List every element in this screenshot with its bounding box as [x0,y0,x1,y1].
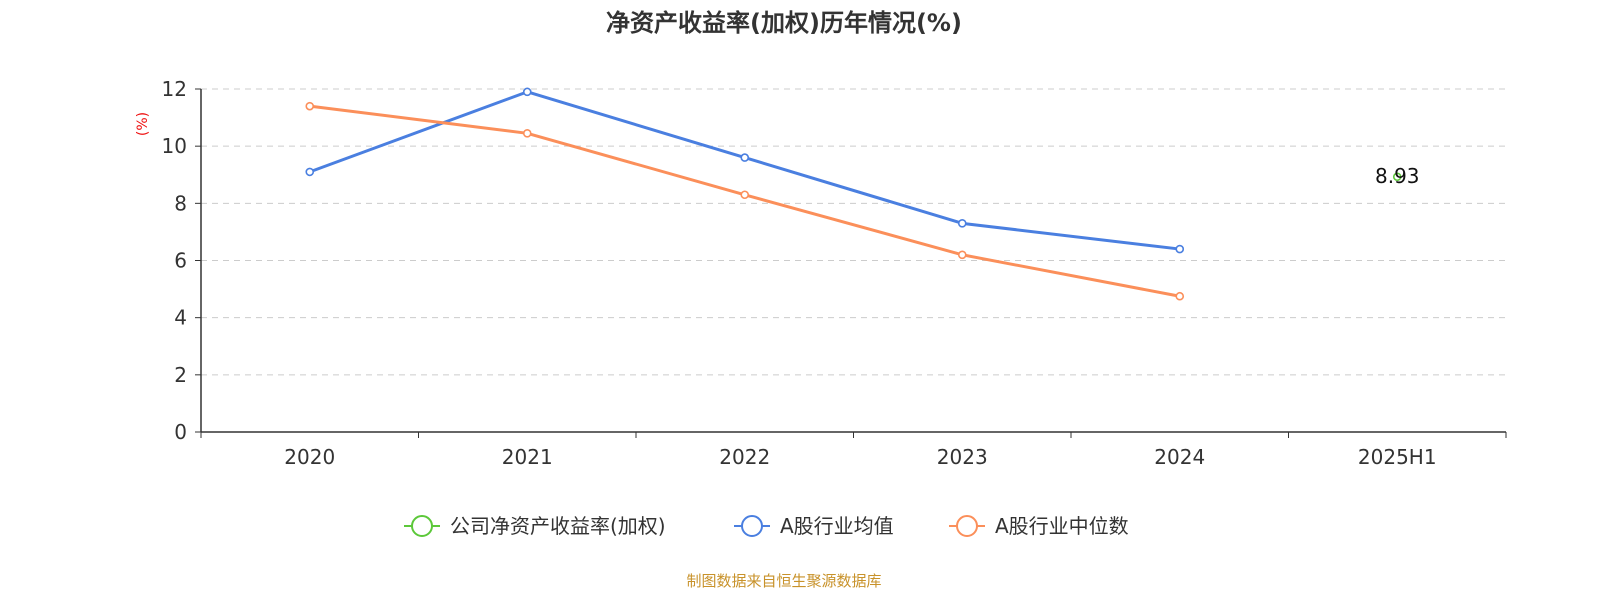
y-tick-label: 4 [174,306,187,330]
x-tick-label: 2023 [937,445,988,469]
data-point [305,167,315,177]
y-tick-label: 10 [162,134,187,158]
series-layer: 8.93 [305,87,1420,301]
x-tick-label: 2021 [502,445,553,469]
x-tick-label: 2024 [1154,445,1205,469]
data-point [1175,244,1185,254]
legend-label: A股行业均值 [780,514,894,538]
data-point [957,219,967,228]
x-tick-label: 2022 [719,445,770,469]
legend-marker [956,515,978,537]
series-0: 8.93 [1375,164,1420,188]
y-tick-label: 12 [162,77,187,101]
y-tick-label: 8 [174,191,187,215]
data-point [1392,172,1402,182]
legend-item[interactable]: A股行业中位数 [949,514,1129,538]
legend-label: A股行业中位数 [995,514,1129,538]
x-tick-label: 2025H1 [1358,445,1437,469]
data-point [522,87,532,97]
data-point [522,129,532,138]
y-tick-label: 2 [174,363,187,387]
data-point [740,153,750,162]
y-tick-label: 6 [174,249,187,273]
series-2 [305,101,1185,301]
y-tick-label: 0 [174,420,187,444]
x-tick-label: 2020 [284,445,335,469]
y-axis-unit-label: (%) [135,112,151,136]
series-line [309,90,1180,251]
data-point [305,101,315,111]
series-1 [305,87,1185,254]
axes: 0 2 4 6 8 10 12 2020 2021 2022 2023 2024 2025H1 [162,77,1507,469]
legend-label: 公司净资产收益率(加权) [450,514,666,538]
data-point [957,250,967,260]
data-source-note: 制图数据来自恒生聚源数据库 [686,572,881,590]
legend-item[interactable]: A股行业均值 [734,514,894,538]
data-point [1175,291,1185,301]
gridlines [201,88,1506,376]
legend[interactable]: 公司净资产收益率(加权) A股行业均值 A股行业中位数 [404,514,1129,538]
data-label: 8.93 [1375,164,1420,188]
chart-title: 净资产收益率(加权)历年情况(%) [606,9,962,37]
legend-marker [411,515,433,537]
data-point [740,190,750,200]
legend-item[interactable]: 公司净资产收益率(加权) [404,514,666,538]
series-line [309,104,1181,298]
legend-marker [741,515,763,537]
